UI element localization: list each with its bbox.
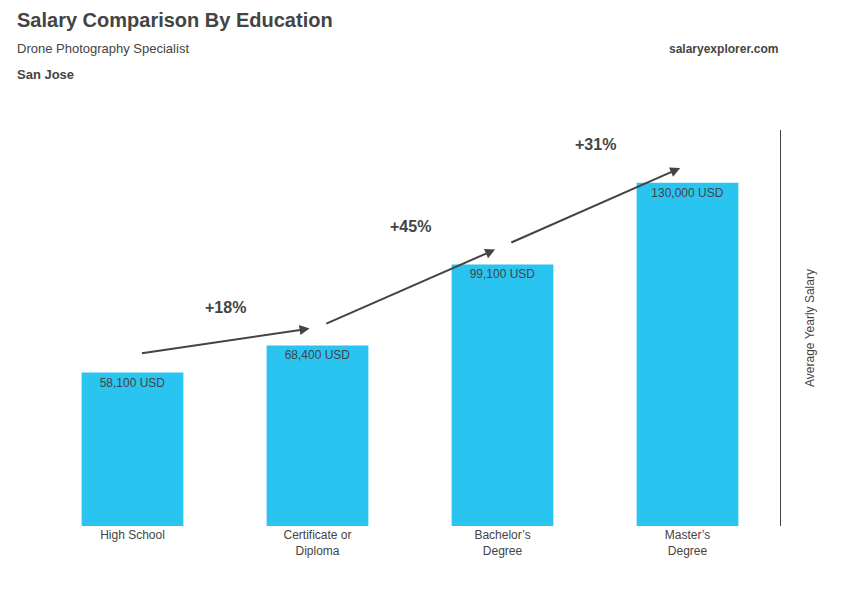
- svg-text:68,400 USD: 68,400 USD: [285, 348, 351, 362]
- svg-text:+45%: +45%: [390, 218, 431, 235]
- svg-text:High School: High School: [100, 528, 165, 542]
- svg-text:Certificate orDiploma: Certificate orDiploma: [283, 528, 351, 558]
- svg-text:Average Yearly Salary: Average Yearly Salary: [803, 269, 817, 387]
- svg-text:58,100 USD: 58,100 USD: [100, 376, 166, 390]
- svg-text:130,000 USD: 130,000 USD: [651, 186, 723, 200]
- svg-text:Salary Comparison By Education: Salary Comparison By EducationDrone Phot…: [17, 9, 333, 82]
- svg-text:99,100 USD: 99,100 USD: [470, 267, 536, 281]
- svg-text:+31%: +31%: [575, 136, 616, 153]
- svg-text:Master’sDegree: Master’sDegree: [665, 528, 711, 558]
- svg-text:Bachelor’sDegree: Bachelor’sDegree: [474, 528, 530, 558]
- svg-text:+18%: +18%: [205, 299, 246, 316]
- svg-text:salaryexplorer.com: salaryexplorer.com: [669, 42, 778, 56]
